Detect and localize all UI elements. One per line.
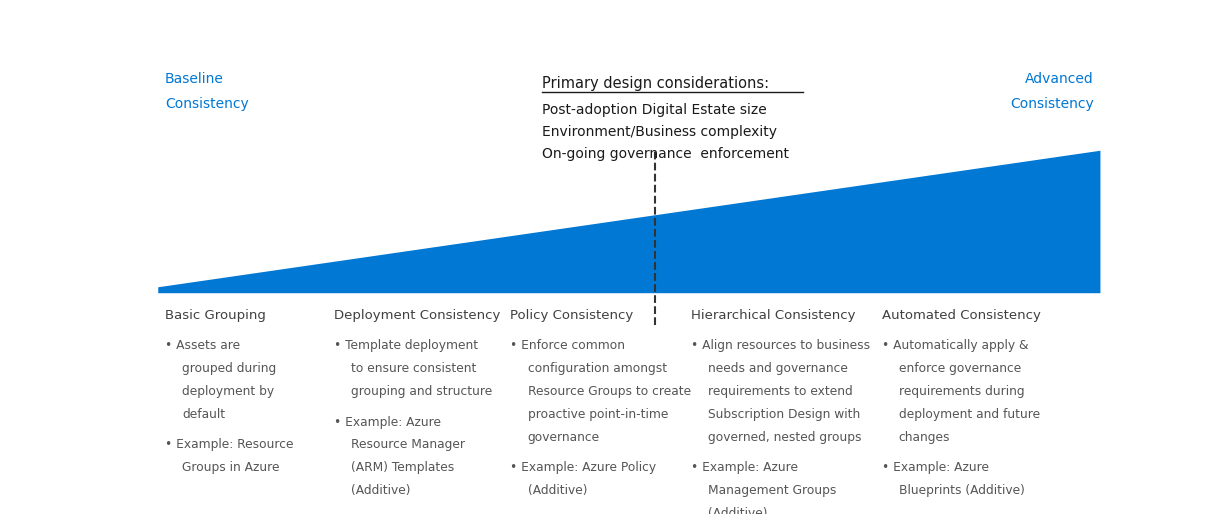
Polygon shape (158, 151, 1100, 293)
Text: requirements to extend: requirements to extend (709, 384, 853, 398)
Text: • Example: Resource: • Example: Resource (165, 438, 293, 451)
Text: • Template deployment: • Template deployment (334, 339, 479, 352)
Text: Basic Grouping: Basic Grouping (165, 309, 265, 322)
Text: grouped during: grouped during (182, 362, 276, 375)
Text: Environment/Business complexity: Environment/Business complexity (542, 125, 777, 139)
Text: • Align resources to business: • Align resources to business (691, 339, 871, 352)
Text: needs and governance: needs and governance (709, 362, 849, 375)
Text: deployment by: deployment by (182, 384, 274, 398)
Text: grouping and structure: grouping and structure (351, 384, 492, 398)
Text: (ARM) Templates: (ARM) Templates (351, 462, 454, 474)
Text: Automated Consistency: Automated Consistency (882, 309, 1040, 322)
Text: • Enforce common: • Enforce common (511, 339, 625, 352)
Text: governance: governance (528, 431, 599, 444)
Text: Post-adoption Digital Estate size: Post-adoption Digital Estate size (542, 103, 766, 117)
Text: Baseline: Baseline (165, 71, 223, 85)
Text: Subscription Design with: Subscription Design with (709, 408, 861, 420)
Text: • Example: Azure: • Example: Azure (334, 415, 441, 429)
Text: Management Groups: Management Groups (709, 484, 836, 498)
Text: deployment and future: deployment and future (899, 408, 1040, 420)
Text: (Additive): (Additive) (528, 484, 587, 498)
Text: configuration amongst: configuration amongst (528, 362, 667, 375)
Text: Resource Manager: Resource Manager (351, 438, 465, 451)
Text: default: default (182, 408, 225, 420)
Text: Consistency: Consistency (165, 97, 249, 112)
Text: proactive point-in-time: proactive point-in-time (528, 408, 668, 420)
Text: changes: changes (899, 431, 950, 444)
Text: governed, nested groups: governed, nested groups (709, 431, 862, 444)
Text: Deployment Consistency: Deployment Consistency (334, 309, 501, 322)
Text: Primary design considerations:: Primary design considerations: (542, 76, 769, 90)
Text: (Additive): (Additive) (351, 484, 411, 498)
Text: enforce governance: enforce governance (899, 362, 1020, 375)
Text: Blueprints (Additive): Blueprints (Additive) (899, 484, 1024, 498)
Text: Policy Consistency: Policy Consistency (511, 309, 634, 322)
Text: requirements during: requirements during (899, 384, 1024, 398)
Text: Hierarchical Consistency: Hierarchical Consistency (691, 309, 856, 322)
Text: Resource Groups to create: Resource Groups to create (528, 384, 690, 398)
Text: • Automatically apply &: • Automatically apply & (882, 339, 1028, 352)
Text: Consistency: Consistency (1009, 97, 1094, 112)
Text: to ensure consistent: to ensure consistent (351, 362, 476, 375)
Text: • Example: Azure Policy: • Example: Azure Policy (511, 462, 657, 474)
Text: • Assets are: • Assets are (165, 339, 239, 352)
Text: On-going governance  enforcement: On-going governance enforcement (542, 147, 788, 161)
Text: • Example: Azure: • Example: Azure (882, 462, 989, 474)
Text: Groups in Azure: Groups in Azure (182, 462, 280, 474)
Text: Advanced: Advanced (1025, 71, 1094, 85)
Text: • Example: Azure: • Example: Azure (691, 462, 798, 474)
Text: (Additive): (Additive) (709, 507, 768, 514)
